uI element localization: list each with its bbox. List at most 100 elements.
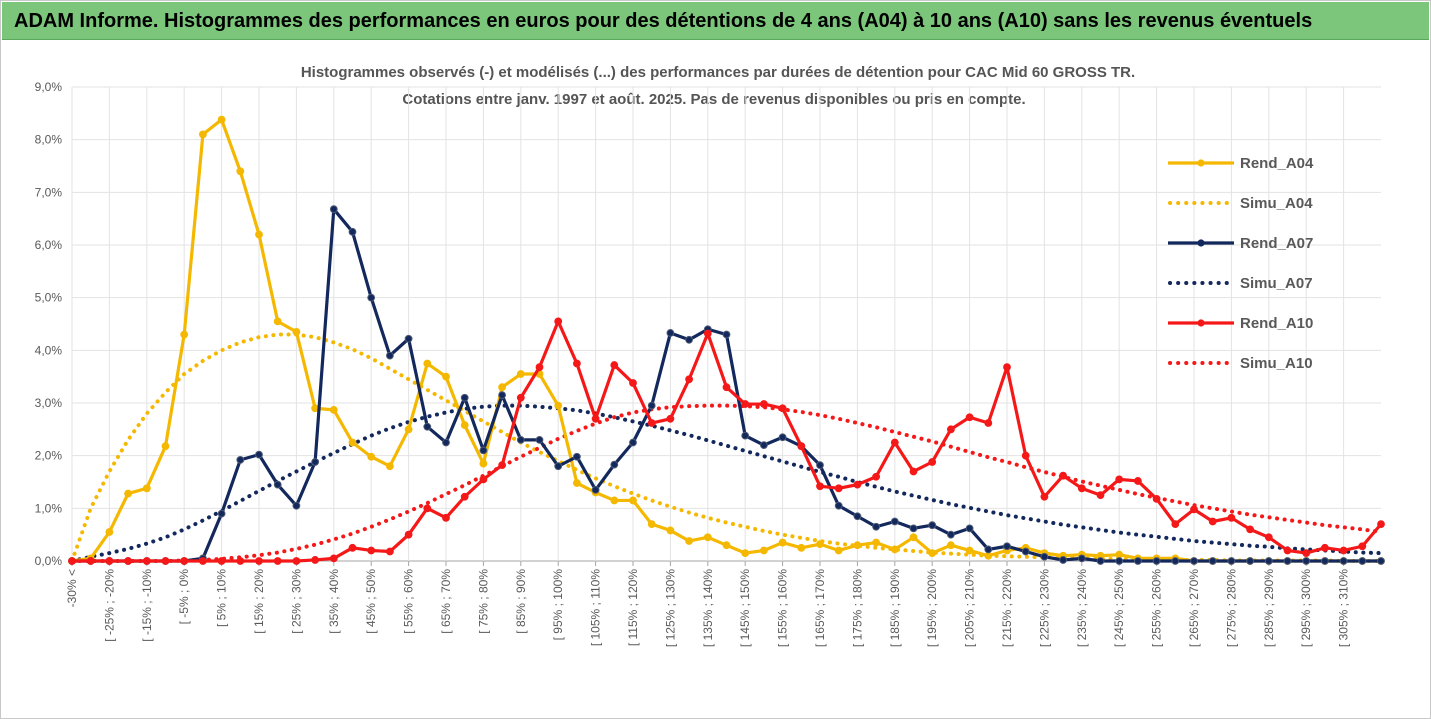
legend-marker [1197, 319, 1205, 327]
x-tick-label: [ 245% ; 250% [1112, 569, 1126, 647]
data-point [217, 115, 226, 124]
data-point [423, 422, 432, 431]
x-tick-label: [ 195% ; 200% [925, 569, 939, 647]
data-point [1264, 533, 1273, 542]
data-point [105, 528, 114, 536]
data-point [947, 530, 955, 539]
data-point [386, 462, 394, 471]
data-point [498, 383, 507, 392]
legend-item-rend-a04: Rend_A04 [1168, 155, 1314, 172]
data-point [890, 438, 899, 447]
data-point [909, 524, 918, 533]
x-tick-label: [ 65% ; 70% [439, 569, 453, 634]
data-point [1096, 491, 1105, 500]
data-point [348, 227, 357, 236]
data-point [535, 435, 544, 444]
data-point [947, 425, 955, 434]
data-point [853, 541, 862, 550]
data-point [965, 413, 974, 422]
data-point [255, 557, 263, 565]
data-point [928, 521, 937, 530]
data-point [909, 467, 918, 476]
data-point [479, 446, 488, 455]
data-point [722, 541, 731, 550]
data-point [1264, 557, 1273, 565]
data-point [984, 419, 993, 427]
data-point [760, 546, 768, 555]
x-tick-label: [ 125% ; 130% [663, 569, 677, 647]
legend: Rend_A04 Simu_A04 Rend_A07 Simu_A07 Rend_A10… [1168, 155, 1314, 372]
y-tick-label: 7,0% [35, 185, 63, 199]
data-point [741, 549, 750, 557]
y-tick-label: 1,0% [35, 501, 63, 515]
data-point [423, 504, 432, 513]
data-point [236, 557, 245, 565]
data-point [853, 480, 862, 489]
data-point [984, 545, 993, 554]
x-tick-label: [ 15% ; 20% [252, 569, 266, 634]
data-point [236, 167, 245, 176]
data-point [516, 370, 525, 378]
data-point [1283, 546, 1292, 555]
data-point [292, 328, 301, 336]
legend-item-rend-a07: Rend_A07 [1168, 235, 1313, 252]
y-tick-label: 8,0% [35, 133, 63, 147]
legend-item-simu-a07: Simu_A07 [1168, 275, 1313, 292]
data-point [872, 472, 880, 481]
data-point [199, 557, 207, 565]
data-point [1246, 525, 1254, 534]
data-point [1190, 505, 1198, 514]
data-point [1302, 549, 1311, 557]
data-point [180, 557, 189, 565]
data-point [479, 459, 488, 468]
data-point [647, 520, 656, 529]
data-point [217, 557, 226, 565]
data-point [872, 538, 880, 547]
data-point [685, 375, 693, 384]
x-tick-label: [ 85% ; 90% [514, 569, 528, 634]
series [68, 115, 1385, 565]
data-point [124, 557, 133, 565]
data-point [236, 455, 245, 464]
y-tick-label: 4,0% [35, 343, 63, 357]
data-point [591, 486, 600, 494]
x-tick-label: [ 225% ; 230% [1037, 569, 1051, 647]
series-line [70, 403, 1383, 563]
data-point [1339, 557, 1348, 565]
data-point [1115, 557, 1124, 565]
x-tick-label: [ 205% ; 210% [963, 569, 977, 647]
data-point [292, 557, 301, 565]
data-point [890, 517, 899, 526]
data-point [965, 546, 974, 555]
data-point [329, 405, 338, 414]
x-tick-label: [ 25% ; 30% [289, 569, 303, 634]
data-point [1059, 556, 1067, 564]
data-point [367, 293, 376, 302]
data-point [124, 489, 133, 498]
x-tick-label: [ 255% ; 260% [1150, 569, 1164, 647]
data-point [1358, 542, 1367, 551]
x-tick-label: [ 145% ; 150% [738, 569, 752, 647]
data-point [367, 452, 376, 461]
x-tick-label: [ 75% ; 80% [476, 569, 490, 634]
series-simu-a07 [70, 403, 1383, 563]
series-line [70, 332, 1383, 563]
grid [71, 86, 1381, 566]
data-point [86, 557, 95, 565]
data-point [442, 513, 450, 522]
series-simu-a04 [70, 332, 1383, 563]
data-point [703, 329, 712, 338]
data-point [367, 546, 376, 555]
data-point [1377, 557, 1385, 565]
data-point [386, 547, 394, 556]
data-point [516, 393, 525, 402]
data-point [965, 524, 974, 533]
y-tick-label: 5,0% [35, 291, 63, 305]
data-point [329, 205, 338, 214]
x-tick-label: [ 5% ; 10% [215, 569, 229, 627]
data-point [460, 393, 469, 402]
legend-label: Simu_A04 [1240, 195, 1313, 212]
data-point [1021, 547, 1030, 556]
y-tick-label: 9,0% [35, 80, 63, 94]
data-point [816, 540, 824, 549]
